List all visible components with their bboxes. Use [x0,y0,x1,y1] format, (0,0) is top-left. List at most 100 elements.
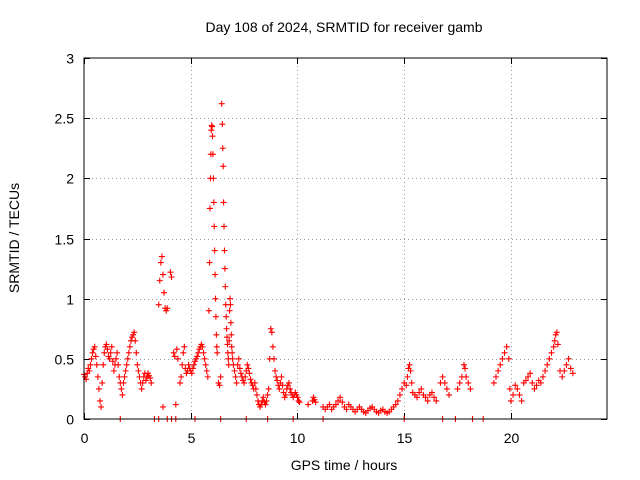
data-point [188,370,195,377]
data-point [467,385,474,392]
data-point [195,349,202,356]
data-point [211,223,218,230]
data-point [226,337,233,344]
data-point [217,373,224,380]
data-point [220,163,227,170]
data-point [212,313,219,320]
data-point [125,349,132,356]
data-point [171,353,178,360]
data-point [228,343,235,350]
data-point [213,331,220,338]
x-tick-label: 0 [81,430,89,446]
data-point [206,205,213,212]
data-point [462,365,469,372]
plot-frame [83,57,608,420]
data-point [103,341,110,348]
data-point [148,379,155,386]
data-point [168,274,175,281]
data-point [501,349,508,356]
data-point [177,379,184,386]
data-point [406,361,413,368]
data-point [211,247,218,254]
data-point [246,370,253,377]
data-point [232,373,239,380]
data-point [404,373,411,380]
data-point [441,379,448,386]
data-point [204,373,211,380]
data-point [210,199,217,206]
y-tick-label: 0 [66,412,74,428]
data-point [295,397,302,404]
y-axis-label: SRMTID / TECUs [6,183,22,293]
data-point [93,361,100,368]
data-point [433,397,440,404]
data-point [531,385,538,392]
data-point [278,373,285,380]
data-point [236,365,243,372]
data-point [544,361,551,368]
data-point [142,377,149,384]
data-point [554,341,561,348]
data-point [147,375,154,382]
data-point [219,145,226,152]
data-point [87,361,94,368]
data-point [533,382,540,389]
data-point [86,367,93,374]
data-point [100,361,107,368]
data-point [89,349,96,356]
data-point [94,373,101,380]
data-point [189,365,196,372]
data-point [408,379,415,386]
data-point [158,253,165,260]
data-point [548,349,555,356]
data-point [335,397,342,404]
y-tick-label: 3 [66,51,74,67]
data-point [104,346,111,353]
data-point [268,329,275,336]
data-point [495,367,502,374]
data-point [123,361,130,368]
data-point [252,385,259,392]
data-point [159,403,166,410]
data-point [503,343,510,350]
data-point [113,355,120,362]
data-point [286,385,293,392]
data-point [358,406,365,413]
data-point [244,361,251,368]
data-point [273,373,280,380]
data-point [269,343,276,350]
data-point [553,329,560,336]
data-point [126,343,133,350]
x-tick-label: 5 [188,430,196,446]
data-point [221,223,228,230]
data-point [133,349,140,356]
data-point [492,373,499,380]
data-point [212,295,219,302]
data-point [121,373,128,380]
data-point [124,355,131,362]
data-point [167,269,174,276]
data-point [216,382,223,389]
data-point [99,379,106,386]
data-point [446,391,453,398]
data-point [253,391,260,398]
data-point [201,355,208,362]
data-point [546,355,553,362]
data-point [164,305,171,312]
data-point [490,379,497,386]
data-point [97,397,104,404]
data-point [237,370,244,377]
data-point [443,385,450,392]
data-point [210,175,217,182]
data-point [542,367,549,374]
data-point [119,391,126,398]
data-point [251,379,258,386]
data-point [229,355,236,362]
data-point [199,343,206,350]
data-point [131,329,138,336]
data-point [218,100,225,107]
data-point [262,401,269,408]
data-point [394,397,401,404]
data-point [274,377,281,384]
